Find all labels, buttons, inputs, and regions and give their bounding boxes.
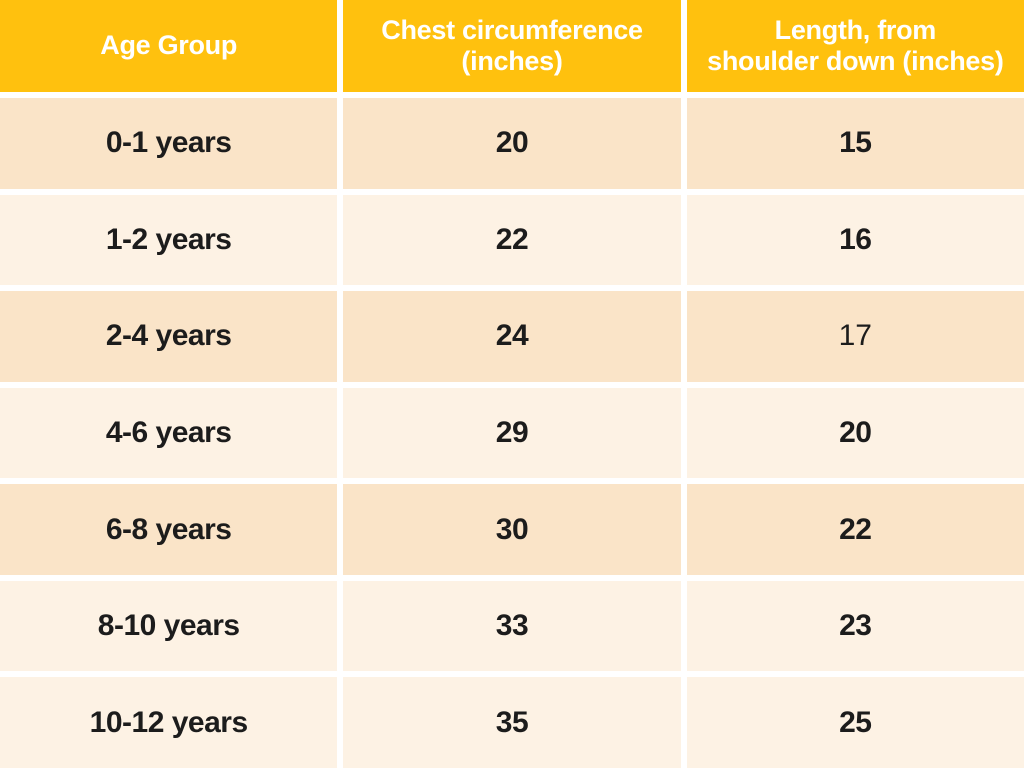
chest-cell: 22 (343, 194, 681, 286)
table-row: 6-8 years 30 22 (0, 484, 1024, 575)
age-cell: 10-12 years (0, 677, 338, 768)
length-cell: 25 (686, 677, 1024, 768)
length-header-cell: Length, from shoulder down (inches) (686, 0, 1024, 92)
length-cell: 15 (686, 98, 1024, 189)
age-cell: 0-1 years (0, 98, 338, 189)
table-row: 1-2 years 22 16 (0, 194, 1024, 286)
table-row: 2-4 years 24 17 (0, 291, 1024, 382)
header-row: Age Group Chest circumference (inches) L… (0, 0, 1024, 92)
age-cell: 1-2 years (0, 194, 338, 286)
age-group-header-cell: Age Group (0, 0, 338, 92)
chest-cell: 24 (343, 291, 681, 382)
chest-cell: 35 (343, 677, 681, 768)
table-row: 8-10 years 33 23 (0, 580, 1024, 672)
age-cell: 4-6 years (0, 387, 338, 479)
table-row: 4-6 years 29 20 (0, 387, 1024, 479)
chest-cell: 30 (343, 484, 681, 575)
age-cell: 2-4 years (0, 291, 338, 382)
chest-cell: 33 (343, 580, 681, 672)
age-cell: 8-10 years (0, 580, 338, 672)
length-cell: 16 (686, 194, 1024, 286)
length-cell: 23 (686, 580, 1024, 672)
table-row: 0-1 years 20 15 (0, 98, 1024, 189)
table-row: 10-12 years 35 25 (0, 677, 1024, 768)
chest-cell: 20 (343, 98, 681, 189)
length-cell: 17 (686, 291, 1024, 382)
chest-circumference-header-cell: Chest circumference (inches) (343, 0, 681, 92)
length-cell: 22 (686, 484, 1024, 575)
length-cell: 20 (686, 387, 1024, 479)
chest-cell: 29 (343, 387, 681, 479)
age-cell: 6-8 years (0, 484, 338, 575)
